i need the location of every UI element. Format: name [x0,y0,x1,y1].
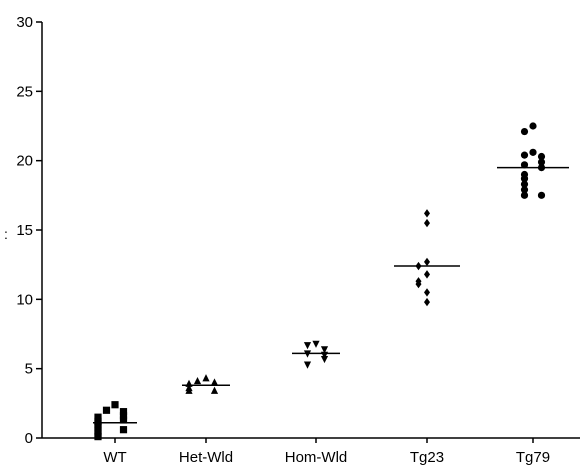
data-point [520,191,529,199]
data-point [193,376,202,385]
data-point [119,426,128,434]
data-point [320,355,329,364]
data-point [529,148,537,156]
data-point [102,406,111,414]
data-point [303,361,312,369]
y-tick-label: 25 [16,83,33,100]
y-tick-label: 15 [16,222,33,239]
data-point [520,151,529,159]
data-point [210,386,219,394]
data-point [415,279,422,289]
x-tick-label: Hom-Wld [285,449,348,466]
data-point [520,127,529,136]
data-point [94,413,102,421]
data-point [520,161,529,169]
y-tick-label: 5 [25,361,33,378]
data-point [520,175,529,183]
data-point [119,408,128,416]
data-point [119,416,128,424]
data-point [210,378,219,386]
data-point [424,257,430,267]
x-tick-label: WT [103,449,126,466]
data-point [94,423,102,431]
data-point [520,180,529,188]
y-tick-label: 20 [16,153,33,170]
data-point [537,158,546,166]
data-point [529,122,537,130]
x-tick-label: Tg79 [516,449,550,466]
x-tick-label: Tg23 [410,449,444,466]
data-point [94,433,102,441]
y-tick-label: 0 [25,430,33,447]
y-tick-label: 10 [16,291,33,308]
data-point [424,270,430,279]
data-point [537,152,546,161]
x-tick-label: Het-Wld [179,449,233,466]
data-point [185,386,193,394]
data-point [424,297,430,307]
data-point [312,340,320,348]
data-point [320,346,329,354]
data-point [111,401,119,409]
y-tick-label: 30 [16,14,33,31]
data-point [520,186,529,194]
data-point [303,342,312,350]
data-point [202,374,210,382]
data-point [424,218,430,228]
data-point [424,209,430,218]
stray-glyph: : [4,226,8,242]
data-point [424,288,430,297]
data-point [537,191,546,199]
data-point [119,412,128,420]
